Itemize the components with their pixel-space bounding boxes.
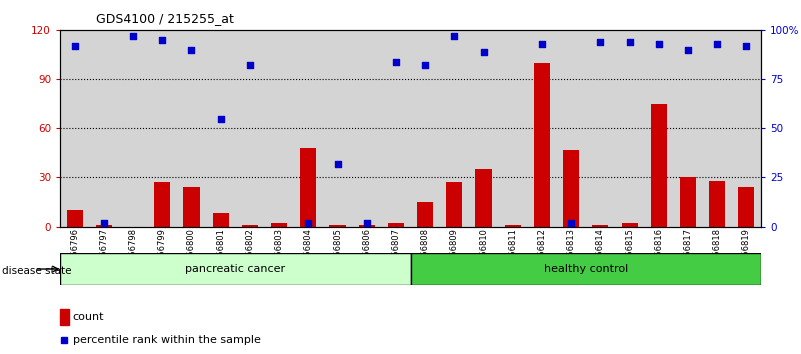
Point xyxy=(594,39,606,45)
Bar xyxy=(155,182,171,227)
Bar xyxy=(563,150,579,227)
Point xyxy=(448,33,461,39)
Bar xyxy=(242,225,258,227)
Bar xyxy=(622,223,638,227)
Point xyxy=(272,0,285,4)
Text: pancreatic cancer: pancreatic cancer xyxy=(185,264,285,274)
Bar xyxy=(212,213,229,227)
Bar xyxy=(271,223,287,227)
Bar xyxy=(446,182,462,227)
Point xyxy=(185,47,198,52)
Bar xyxy=(476,169,492,227)
Bar xyxy=(592,225,609,227)
Point xyxy=(740,43,753,48)
Bar xyxy=(388,223,404,227)
Point xyxy=(623,39,636,45)
Bar xyxy=(680,177,696,227)
Text: GDS4100 / 215255_at: GDS4100 / 215255_at xyxy=(96,12,234,25)
Point xyxy=(215,116,227,121)
Bar xyxy=(60,309,69,325)
Text: percentile rank within the sample: percentile rank within the sample xyxy=(73,335,260,346)
Point xyxy=(477,49,490,55)
Text: disease state: disease state xyxy=(2,266,72,276)
Point xyxy=(536,41,549,47)
Bar xyxy=(359,225,375,227)
Point xyxy=(506,7,519,13)
Point xyxy=(710,41,723,47)
Bar xyxy=(650,104,666,227)
Bar xyxy=(60,253,410,285)
Text: healthy control: healthy control xyxy=(544,264,628,274)
Point xyxy=(331,161,344,166)
Text: count: count xyxy=(73,312,104,322)
Bar xyxy=(417,202,433,227)
Point xyxy=(419,63,432,68)
Bar xyxy=(300,148,316,227)
Point xyxy=(127,33,139,39)
Bar xyxy=(709,181,725,227)
Point xyxy=(565,220,578,225)
Point xyxy=(652,41,665,47)
Point xyxy=(360,220,373,225)
Point xyxy=(302,220,315,225)
Point xyxy=(68,43,81,48)
Bar xyxy=(329,225,345,227)
Bar xyxy=(534,63,550,227)
Point xyxy=(244,63,256,68)
Bar xyxy=(505,225,521,227)
Point xyxy=(389,59,402,64)
Point xyxy=(156,37,169,43)
Bar xyxy=(66,210,83,227)
Bar xyxy=(183,187,199,227)
Bar xyxy=(410,253,761,285)
Point xyxy=(682,47,694,52)
Bar xyxy=(96,225,112,227)
Bar xyxy=(739,187,755,227)
Point xyxy=(98,220,111,225)
